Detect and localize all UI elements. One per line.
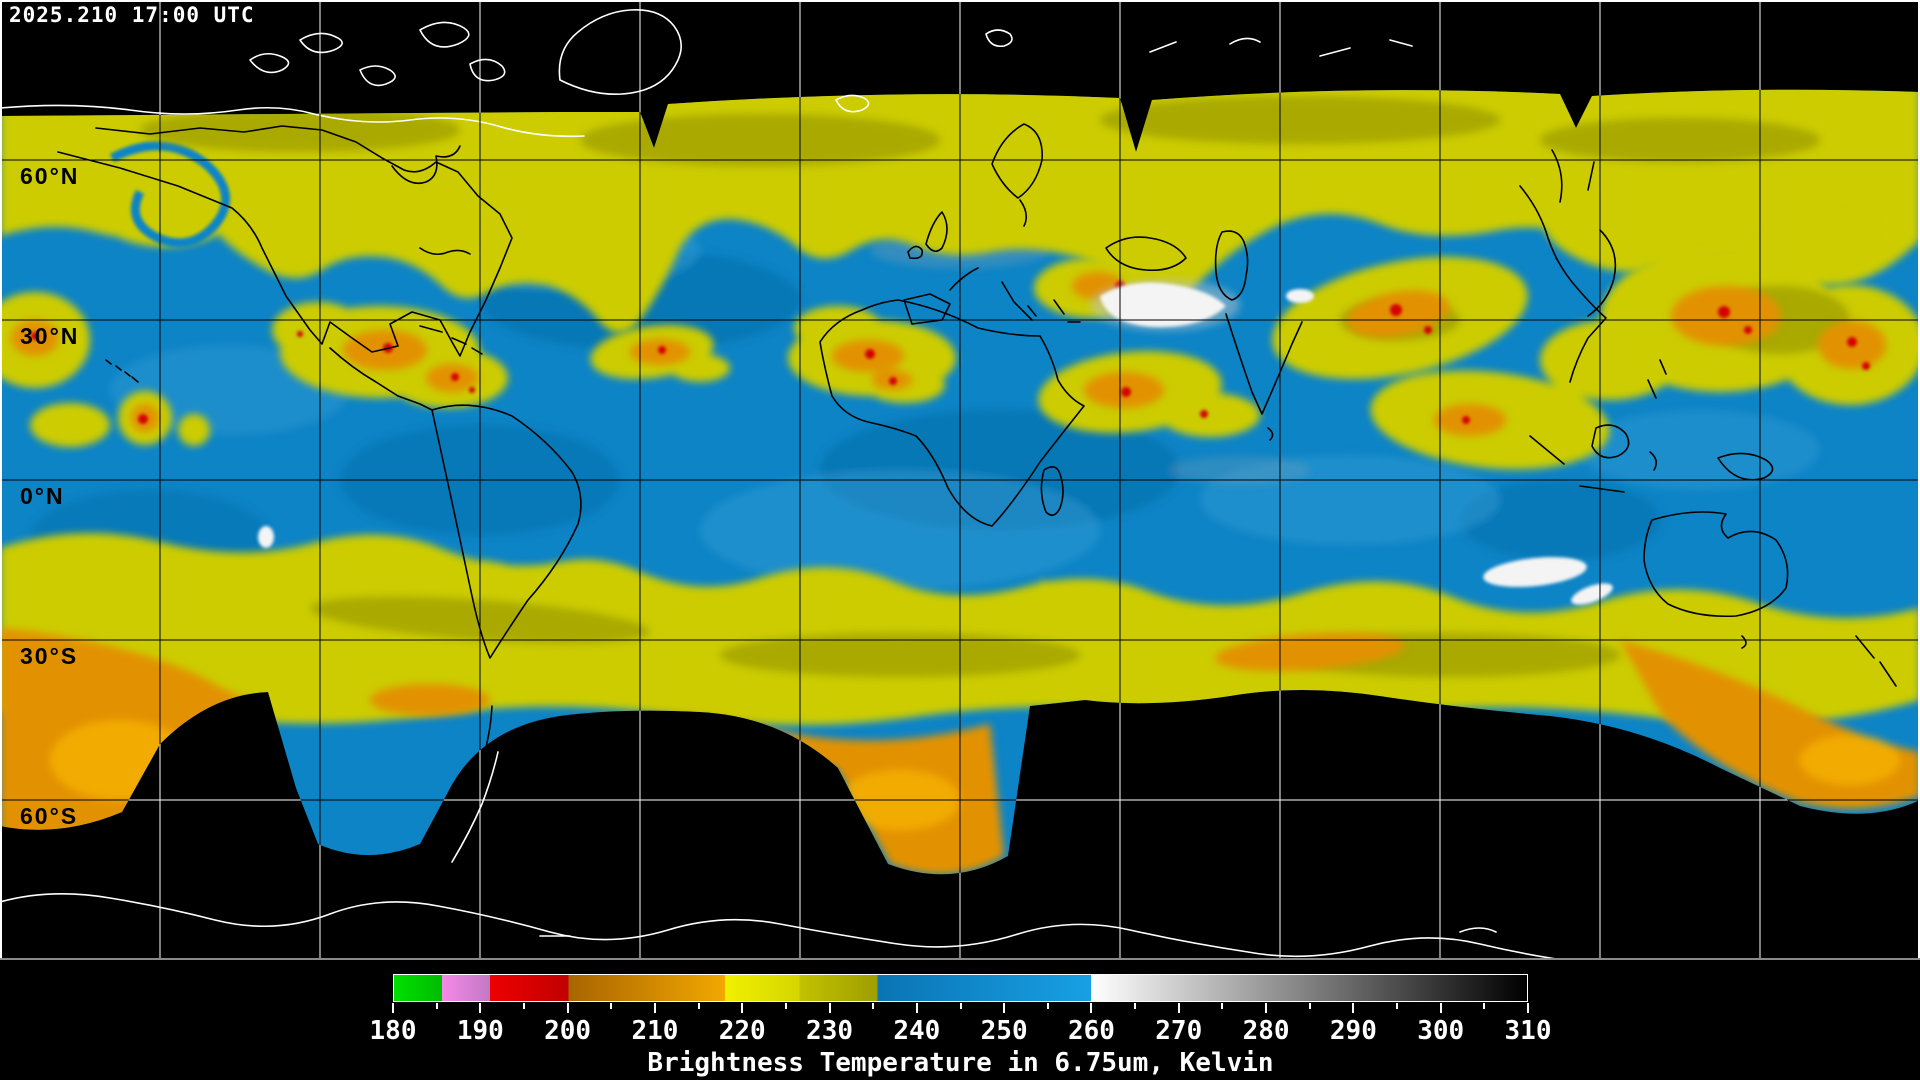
colorbar-strip: 180 190 200 210 220 230 240 250 260 270 280 290 300 3… bbox=[0, 958, 1920, 1080]
colorbar-minor-tick bbox=[1134, 1003, 1137, 1009]
colorbar-tick-label: 190 bbox=[456, 1016, 504, 1046]
colorbar-minor-tick bbox=[522, 1003, 525, 1009]
latitude-label: 60°N bbox=[20, 163, 80, 189]
latitude-label: 30°N bbox=[20, 323, 80, 349]
colorbar-minor-tick bbox=[1483, 1003, 1486, 1009]
olive-shading bbox=[140, 96, 1850, 677]
colorbar-major-tick bbox=[915, 1003, 918, 1013]
colorbar-major-tick bbox=[566, 1003, 569, 1013]
colorbar-tick-label: 270 bbox=[1155, 1016, 1203, 1046]
colorbar-caption: Brightness Temperature in 6.75um, Kelvin bbox=[647, 1048, 1274, 1078]
map-border-top bbox=[0, 0, 1920, 2]
red-cold-cores bbox=[31, 281, 1870, 424]
colorbar-major-tick bbox=[392, 1003, 394, 1013]
colorbar-minor-tick bbox=[959, 1003, 962, 1009]
colorbar-tick-label: 310 bbox=[1504, 1016, 1552, 1046]
colorbar-tick-label: 290 bbox=[1329, 1016, 1377, 1046]
colorbar-tick-label: 230 bbox=[806, 1016, 854, 1046]
latitude-label: 60°S bbox=[20, 803, 79, 829]
colorbar-gradient bbox=[394, 975, 1527, 1001]
map-border-right bbox=[1918, 0, 1920, 958]
colorbar-minor-tick bbox=[435, 1003, 438, 1009]
colorbar-major-tick bbox=[1177, 1003, 1180, 1013]
colorbar-minor-tick bbox=[1396, 1003, 1399, 1009]
colorbar-major-tick bbox=[1265, 1003, 1268, 1013]
colorbar-major-tick bbox=[1090, 1003, 1093, 1013]
colorbar-tick-label: 180 bbox=[369, 1016, 417, 1046]
colorbar-tick-label: 210 bbox=[631, 1016, 679, 1046]
colorbar-tick-label: 220 bbox=[718, 1016, 766, 1046]
polar-coastlines bbox=[0, 9, 1556, 958]
colorbar-minor-tick bbox=[1221, 1003, 1224, 1009]
map-canvas bbox=[0, 0, 1920, 958]
colorbar-tick-label: 250 bbox=[980, 1016, 1028, 1046]
colorbar-minor-tick bbox=[697, 1003, 700, 1009]
colorbar-major-tick bbox=[653, 1003, 656, 1013]
colorbar bbox=[393, 974, 1528, 1002]
colorbar-minor-tick bbox=[1046, 1003, 1049, 1009]
colorbar-tick-label: 240 bbox=[893, 1016, 941, 1046]
warm-white-patches bbox=[258, 279, 1613, 605]
colorbar-minor-tick bbox=[610, 1003, 613, 1009]
colorbar-major-tick bbox=[828, 1003, 831, 1013]
north-pacific-vortex bbox=[109, 141, 231, 248]
timestamp: 2025.210 17:00 UTC bbox=[9, 3, 255, 27]
colorbar-tick-label: 200 bbox=[544, 1016, 592, 1046]
colorbar-major-tick bbox=[479, 1003, 482, 1013]
colorbar-tick-label: 300 bbox=[1417, 1016, 1465, 1046]
colorbar-major-tick bbox=[1352, 1003, 1355, 1013]
latitude-label: 30°S bbox=[20, 643, 79, 669]
colorbar-major-tick bbox=[1003, 1003, 1006, 1013]
colorbar-tick-label: 280 bbox=[1242, 1016, 1290, 1046]
colorbar-tick-label: 260 bbox=[1067, 1016, 1115, 1046]
colorbar-minor-tick bbox=[1308, 1003, 1311, 1009]
latitude-label: 0°N bbox=[20, 483, 65, 509]
colorbar-major-tick bbox=[1527, 1003, 1529, 1013]
colorbar-major-tick bbox=[1439, 1003, 1442, 1013]
map-border-left bbox=[0, 0, 2, 958]
colorbar-minor-tick bbox=[872, 1003, 875, 1009]
continental-coastlines bbox=[57, 123, 1897, 825]
colorbar-major-tick bbox=[741, 1003, 744, 1013]
global-water-vapor-map: 2025.210 17:00 UTC 60°N 30°N 0°N 30°S 60°S bbox=[0, 0, 1920, 958]
colorbar-minor-tick bbox=[784, 1003, 787, 1009]
